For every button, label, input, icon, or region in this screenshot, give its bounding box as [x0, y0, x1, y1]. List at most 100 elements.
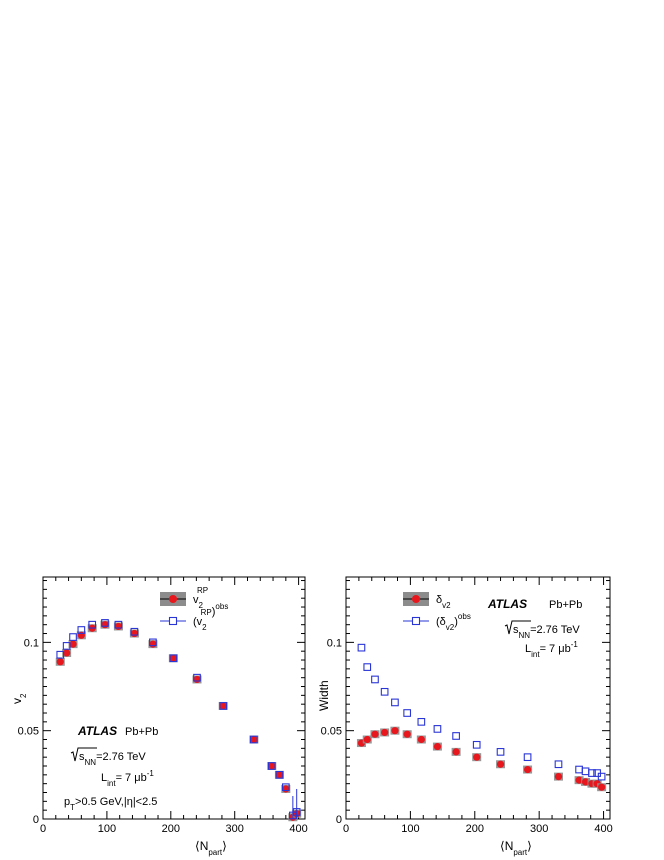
data-point-open	[101, 619, 109, 627]
y-axis-label: Width	[317, 680, 331, 711]
data-point-filled	[371, 730, 379, 738]
legend-label: v2RP	[193, 586, 208, 610]
legend: δv2 (δv2)obs	[403, 592, 471, 632]
x-tick-label: 400	[289, 823, 307, 835]
chart-panel-left: 0 100 200 300 400 0 0.05 0.1 ⟨Npart⟩ v2 v2RP(v2RP)…	[10, 576, 308, 857]
luminosity-label: Lint= 7 μb-1	[525, 640, 578, 659]
error-bars	[292, 788, 298, 819]
data-point-open	[452, 732, 460, 740]
energy-label: sNN=2.76 TeV	[513, 624, 580, 640]
data-point-open	[581, 767, 590, 776]
data-point-filled	[496, 760, 505, 768]
plot-frame	[42, 576, 306, 820]
data-point-open	[357, 643, 366, 652]
y-tick-label: 0	[336, 814, 342, 826]
x-tick-label: 200	[466, 823, 484, 835]
data-point-filled	[575, 776, 583, 784]
y-tick-label: 0	[33, 814, 39, 826]
legend-marker-open	[411, 616, 421, 626]
data-point-open	[391, 698, 399, 707]
data-point-open	[250, 735, 258, 744]
data-point-open	[88, 620, 97, 629]
atlas-label: ATLAS	[77, 724, 117, 738]
data-point-open	[472, 740, 481, 749]
data-point-open	[575, 765, 583, 774]
data-point-filled	[452, 748, 460, 756]
data-point-filled	[598, 783, 606, 791]
x-tick-label: 100	[401, 823, 419, 835]
data-point-filled	[193, 675, 201, 684]
data-point-open	[267, 762, 276, 770]
data-point-filled	[363, 735, 371, 744]
x-tick-label: 300	[530, 823, 548, 835]
data-point-open	[56, 650, 65, 659]
y-tick-label: 0.05	[18, 726, 39, 738]
series-filled	[356, 726, 607, 792]
legend: v2RP(v2RP)obs	[160, 586, 228, 632]
plot-frame	[345, 576, 611, 820]
legend-marker-open	[168, 616, 178, 626]
y-tick-label: 0.05	[321, 726, 342, 738]
legend-marker-filled	[169, 595, 177, 603]
data-point-filled	[130, 629, 138, 638]
data-point-filled	[523, 765, 532, 774]
data-point-filled	[219, 702, 227, 710]
data-point-open	[363, 663, 372, 671]
data-point-filled	[282, 785, 290, 793]
data-point-filled	[69, 640, 77, 648]
data-point-filled	[417, 735, 425, 744]
series-filled	[55, 620, 302, 822]
x-tick-label: 200	[162, 823, 180, 835]
collision-system-label: Pb+Pb	[549, 599, 582, 611]
x-tick-label: 400	[594, 823, 612, 835]
legend-label: (v2RP)obs	[193, 602, 228, 632]
data-point-filled	[101, 621, 109, 629]
sqrt-symbol	[70, 747, 97, 762]
data-point-open	[433, 725, 442, 733]
luminosity-label: Lint= 7 μb-1	[101, 769, 154, 788]
data-point-open	[597, 772, 606, 781]
data-point-filled	[554, 773, 563, 781]
y-tick-label: 0.1	[24, 637, 39, 649]
data-point-filled	[403, 730, 411, 738]
collision-system-label: Pb+Pb	[125, 726, 158, 738]
data-point-filled	[56, 658, 64, 666]
data-point-open	[77, 626, 86, 634]
data-point-open	[69, 633, 77, 641]
legend-marker-filled	[412, 595, 420, 603]
data-point-open	[114, 620, 123, 629]
data-point-open	[149, 638, 157, 647]
data-point-open	[193, 673, 201, 682]
data-point-filled	[391, 727, 399, 735]
data-point-open	[62, 642, 71, 650]
x-axis-label: ⟨Npart⟩	[195, 839, 227, 857]
data-point-open	[403, 709, 412, 717]
sqrt-symbol	[504, 620, 531, 635]
data-point-filled	[169, 654, 177, 662]
data-point-open	[523, 753, 532, 762]
data-point-filled	[268, 762, 276, 770]
data-point-filled	[581, 778, 590, 786]
legend-label: (δv2)obs	[436, 612, 471, 632]
data-point-filled	[381, 728, 389, 737]
data-point-open	[219, 702, 228, 710]
y-axis-label: v2	[10, 693, 28, 704]
data-point-open	[275, 770, 284, 779]
data-point-open	[588, 769, 596, 777]
data-point-open	[371, 675, 379, 684]
data-point-filled	[250, 735, 258, 744]
data-point-open	[281, 783, 290, 792]
data-point-open	[496, 748, 505, 756]
energy-label: sNN=2.76 TeV	[79, 751, 146, 767]
x-tick-label: 0	[343, 823, 349, 835]
chart-panel-right: 0 100 200 300 400 0 0.05 0.1 ⟨Npart⟩ Width δv2 (δv2…	[317, 576, 613, 857]
data-point-filled	[433, 742, 442, 751]
x-axis-label: ⟨Npart⟩	[500, 839, 532, 857]
x-tick-label: 0	[40, 823, 46, 835]
x-tick-label: 100	[98, 823, 116, 835]
data-point-open	[417, 717, 426, 726]
data-point-filled	[114, 622, 123, 631]
x-tick-label: 300	[226, 823, 244, 835]
